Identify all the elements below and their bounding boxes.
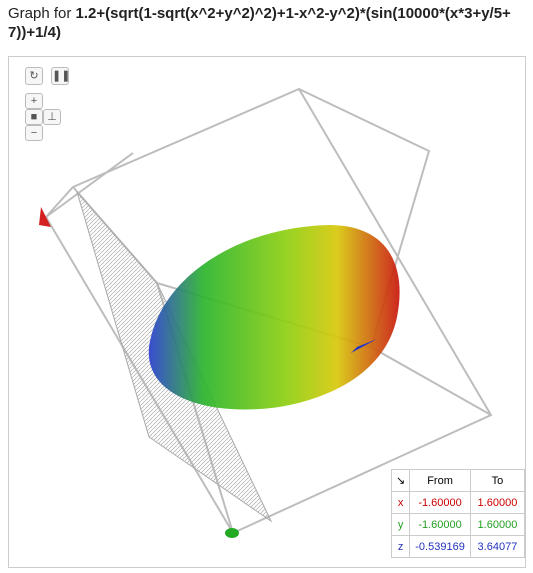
zoom-out[interactable]: − [25, 125, 43, 141]
axis-name: z [390, 535, 411, 558]
corner-icon: ↘ [390, 469, 411, 492]
axis-name: y [390, 513, 411, 536]
plot-3d [39, 87, 493, 538]
pause-button[interactable]: ❚❚ [51, 67, 70, 85]
camera[interactable]: ■ [25, 109, 43, 125]
graph-panel: ↻ ❚❚ + ■ ⊥ − ↘ From To x -1.60000 1.60000 y -1… [8, 56, 526, 568]
reset-button[interactable]: ↻ [25, 67, 43, 85]
z-axis-arrow [225, 528, 239, 538]
column-header: To [469, 469, 526, 492]
x-axis-arrow [39, 207, 51, 227]
range-row: x -1.60000 1.60000 [390, 491, 526, 514]
column-header: From [409, 469, 471, 492]
surface [148, 225, 400, 410]
range-from: -1.60000 [409, 513, 471, 536]
range-from: -0.539169 [409, 535, 471, 558]
range-to: 3.64077 [469, 535, 526, 558]
range-from: -1.60000 [409, 491, 471, 514]
graph-heading: Graph for 1.2+(sqrt(1-sqrt(x^2+y^2)^2)+1… [8, 4, 528, 42]
range-to: 1.60000 [469, 491, 526, 514]
axis-name: x [390, 491, 411, 514]
axes-toggle[interactable]: ⊥ [43, 109, 61, 125]
range-to: 1.60000 [469, 513, 526, 536]
zoom-in[interactable]: + [25, 93, 43, 109]
y-axis-arrow [351, 339, 377, 353]
range-row: y -1.60000 1.60000 [390, 513, 526, 536]
expression: 1.2+(sqrt(1-sqrt(x^2+y^2)^2)+1-x^2-y^2)*… [8, 5, 511, 41]
range-table: ↘ From To x -1.60000 1.60000 y -1.60000 1.60000… [390, 469, 526, 558]
heading-prefix: Graph for [8, 5, 72, 22]
range-row: z -0.539169 3.64077 [390, 535, 526, 558]
